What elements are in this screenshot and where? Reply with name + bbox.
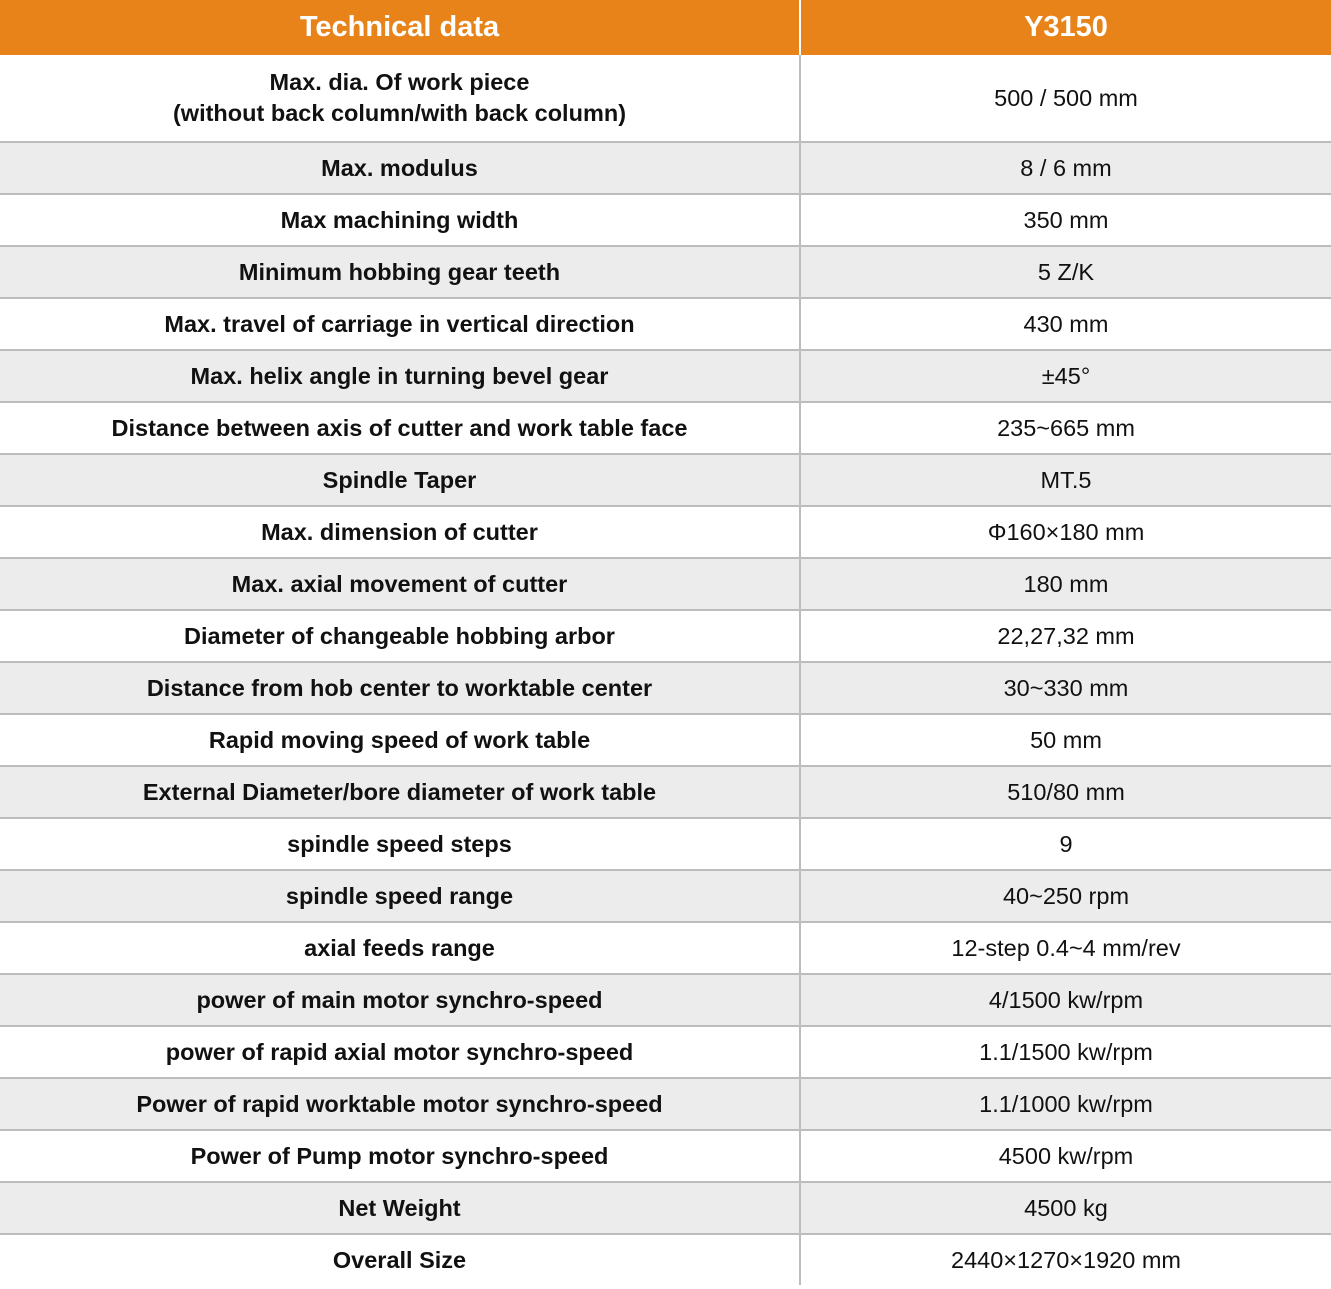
value-cell: 180 mm bbox=[800, 558, 1331, 611]
table-row: axial feeds range 12-step 0.4~4 mm/rev bbox=[0, 922, 1331, 975]
value-cell: 40~250 rpm bbox=[800, 870, 1331, 923]
value-cell: 1.1/1500 kw/rpm bbox=[800, 1026, 1331, 1079]
table-row: Spindle Taper MT.5 bbox=[0, 454, 1331, 507]
parameter-cell: Max. dimension of cutter bbox=[0, 506, 801, 559]
table-row: Power of Pump motor synchro-speed 4500 k… bbox=[0, 1130, 1331, 1183]
parameter-cell: Overall Size bbox=[0, 1234, 801, 1285]
value-cell: 350 mm bbox=[800, 194, 1331, 247]
value-cell: 2440×1270×1920 mm bbox=[951, 1246, 1181, 1273]
parameter-cell: Spindle Taper bbox=[0, 454, 801, 507]
header-model: Y3150 bbox=[800, 0, 1331, 55]
parameter-cell: Power of Pump motor synchro-speed bbox=[0, 1130, 801, 1183]
table-row: Max. dimension of cutter Φ160×180 mm bbox=[0, 506, 1331, 559]
parameter-cell: Diameter of changeable hobbing arbor bbox=[0, 610, 801, 663]
table-row: Max machining width 350 mm bbox=[0, 194, 1331, 247]
table-row: Max. dia. Of work piece (without back co… bbox=[0, 55, 1331, 143]
value-cell: MT.5 bbox=[800, 454, 1331, 507]
value-cell: 4/1500 kw/rpm bbox=[800, 974, 1331, 1027]
value-cell: 30~330 mm bbox=[800, 662, 1331, 715]
table-row: Max. travel of carriage in vertical dire… bbox=[0, 298, 1331, 351]
parameter-cell: Minimum hobbing gear teeth bbox=[0, 246, 801, 299]
table-row: Distance from hob center to worktable ce… bbox=[0, 662, 1331, 715]
parameter-cell: axial feeds range bbox=[0, 922, 801, 975]
value-cell: Φ160×180 mm bbox=[800, 506, 1331, 559]
parameter-cell: power of rapid axial motor synchro-speed bbox=[0, 1026, 801, 1079]
parameter-cell: Max. dia. Of work piece (without back co… bbox=[0, 55, 801, 143]
parameter-cell: Max. axial movement of cutter bbox=[0, 558, 801, 611]
value-cell: 235~665 mm bbox=[800, 402, 1331, 455]
parameter-cell: Max. helix angle in turning bevel gear bbox=[0, 350, 801, 403]
parameter-cell: Net Weight bbox=[0, 1182, 801, 1235]
parameter-cell: External Diameter/bore diameter of work … bbox=[0, 766, 801, 819]
table-row: Minimum hobbing gear teeth 5 Z/K bbox=[0, 246, 1331, 299]
table-row: Net Weight 4500 kg bbox=[0, 1182, 1331, 1235]
table-row: Rapid moving speed of work table 50 mm bbox=[0, 714, 1331, 767]
parameter-line: Max. dia. Of work piece bbox=[269, 69, 530, 95]
table-row: Max. axial movement of cutter 180 mm bbox=[0, 558, 1331, 611]
parameter-cell: Distance from hob center to worktable ce… bbox=[0, 662, 801, 715]
parameter-cell: Distance between axis of cutter and work… bbox=[0, 402, 801, 455]
parameter-cell: power of main motor synchro-speed bbox=[0, 974, 801, 1027]
parameter-cell: Rapid moving speed of work table bbox=[0, 714, 801, 767]
value-cell: 500 / 500 mm bbox=[800, 55, 1331, 143]
value-cell: 50 mm bbox=[800, 714, 1331, 767]
table-row: spindle speed range 40~250 rpm bbox=[0, 870, 1331, 923]
value-cell: 430 mm bbox=[800, 298, 1331, 351]
parameter-cell: Max machining width bbox=[0, 194, 801, 247]
parameter-line: (without back column/with back column) bbox=[172, 100, 627, 126]
parameter-cell: Max. travel of carriage in vertical dire… bbox=[0, 298, 801, 351]
parameter-cell: spindle speed range bbox=[0, 870, 801, 923]
header-parameter: Technical data bbox=[0, 0, 801, 55]
table-row: Overall Size 2440×1270×1920 mm bbox=[0, 1234, 1331, 1285]
value-cell: 12-step 0.4~4 mm/rev bbox=[800, 922, 1331, 975]
table-row: Diameter of changeable hobbing arbor 22,… bbox=[0, 610, 1331, 663]
parameter-cell: Max. modulus bbox=[0, 142, 801, 195]
value-cell: 9 bbox=[800, 818, 1331, 871]
table-row: Max. helix angle in turning bevel gear ±… bbox=[0, 350, 1331, 403]
value-cell: 5 Z/K bbox=[800, 246, 1331, 299]
table-row: Distance between axis of cutter and work… bbox=[0, 402, 1331, 455]
value-cell: 22,27,32 mm bbox=[800, 610, 1331, 663]
table-row: External Diameter/bore diameter of work … bbox=[0, 766, 1331, 819]
value-cell: 1.1/1000 kw/rpm bbox=[800, 1078, 1331, 1131]
value-cell: ±45° bbox=[800, 350, 1331, 403]
table-row: spindle speed steps 9 bbox=[0, 818, 1331, 871]
table-header-row: Technical data Y3150 bbox=[0, 0, 1331, 55]
value-cell: 510/80 mm bbox=[800, 766, 1331, 819]
table-row: Max. modulus 8 / 6 mm bbox=[0, 142, 1331, 195]
table-row: Power of rapid worktable motor synchro-s… bbox=[0, 1078, 1331, 1131]
value-cell: 4500 kw/rpm bbox=[800, 1130, 1331, 1183]
value-cell: 4500 kg bbox=[800, 1182, 1331, 1235]
table-row: power of main motor synchro-speed 4/1500… bbox=[0, 974, 1331, 1027]
value-cell: 8 / 6 mm bbox=[800, 142, 1331, 195]
table-row: power of rapid axial motor synchro-speed… bbox=[0, 1026, 1331, 1079]
parameter-cell: Power of rapid worktable motor synchro-s… bbox=[0, 1078, 801, 1131]
parameter-cell: spindle speed steps bbox=[0, 818, 801, 871]
